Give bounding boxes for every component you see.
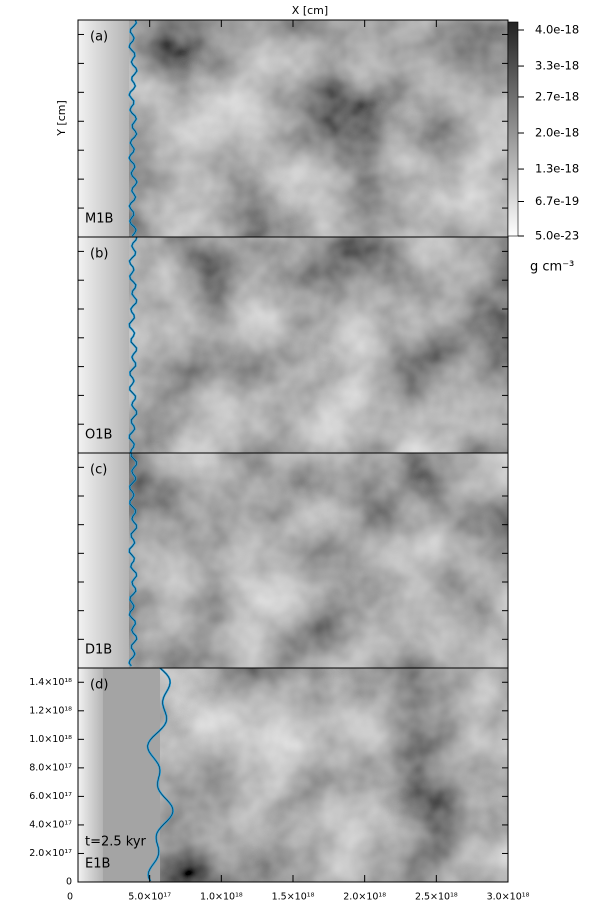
front-line-core [128,452,138,667]
panel-label: (c) [90,463,107,478]
colorbar-tick-label: 6.7e-19 [535,194,579,208]
run-name: M1B [85,212,113,227]
y-tick-label: 0 [66,877,72,888]
colorbar [507,21,519,237]
panel-label: (a) [90,30,108,45]
panel-label: (b) [90,247,108,262]
x-tick-label: 3.0×10¹⁸ [487,892,530,903]
panel: 0 2.0×10¹⁷ 4.0×10¹⁷ 6.0×10¹⁷ 8.0×10¹⁷ 1.0×10¹… [29,667,509,888]
density-map [78,20,508,237]
front-line-core [128,236,138,454]
ionized-region [78,453,129,668]
y-tick-label: 1.2×10¹⁸ [29,705,72,716]
x-tick-label: 0 [67,892,73,903]
x-tick-label: 1.0×10¹⁸ [200,892,243,903]
x-tick-label: 5.0×10¹⁷ [128,892,171,903]
front-line-core [128,19,138,237]
colorbar-tick-label: 4.0e-18 [535,23,579,37]
ionized-region [78,668,103,882]
run-name: O1B [85,428,112,443]
y-tick-label: 1.4×10¹⁸ [29,677,72,688]
colorbar-unit: g cm⁻³ [530,260,574,275]
colorbar-tick-label: 2.7e-18 [535,89,579,103]
y-tick-label: 1.0×10¹⁸ [29,734,72,745]
panel: (a) M1B [77,19,509,238]
colorbar-tick-label: 5.0e-23 [535,229,579,243]
y-tick-label: 6.0×10¹⁷ [29,791,72,802]
x-tick-label: 2.5×10¹⁸ [415,892,458,903]
y-tick-label: 2.0×10¹⁷ [29,848,72,859]
x-axis-title: X [cm] [292,4,328,17]
run-name: D1B [85,643,112,658]
front-line-core [147,667,174,882]
y-tick-label: 8.0×10¹⁷ [29,762,72,773]
x-tick-label: 1.5×10¹⁸ [272,892,315,903]
run-name: E1B [85,857,110,872]
time-label: t=2.5 kyr [85,835,147,850]
density-map [78,453,508,668]
panel-label: (d) [90,678,108,693]
ionized-region [78,237,129,453]
colorbar-tick-label: 3.3e-18 [535,59,579,73]
density-map [78,237,508,453]
y-axis-title: Y [cm] [55,100,68,137]
x-tick-label: 2.0×10¹⁸ [343,892,386,903]
panel: (b) O1B [77,236,509,454]
colorbar-tick-label: 2.0e-18 [535,126,579,140]
panel: (c) D1B [77,452,509,669]
y-tick-label: 4.0×10¹⁷ [29,819,72,830]
ionized-region [78,20,129,237]
colorbar-tick-label: 1.3e-18 [535,162,579,176]
shell-region [103,668,160,882]
